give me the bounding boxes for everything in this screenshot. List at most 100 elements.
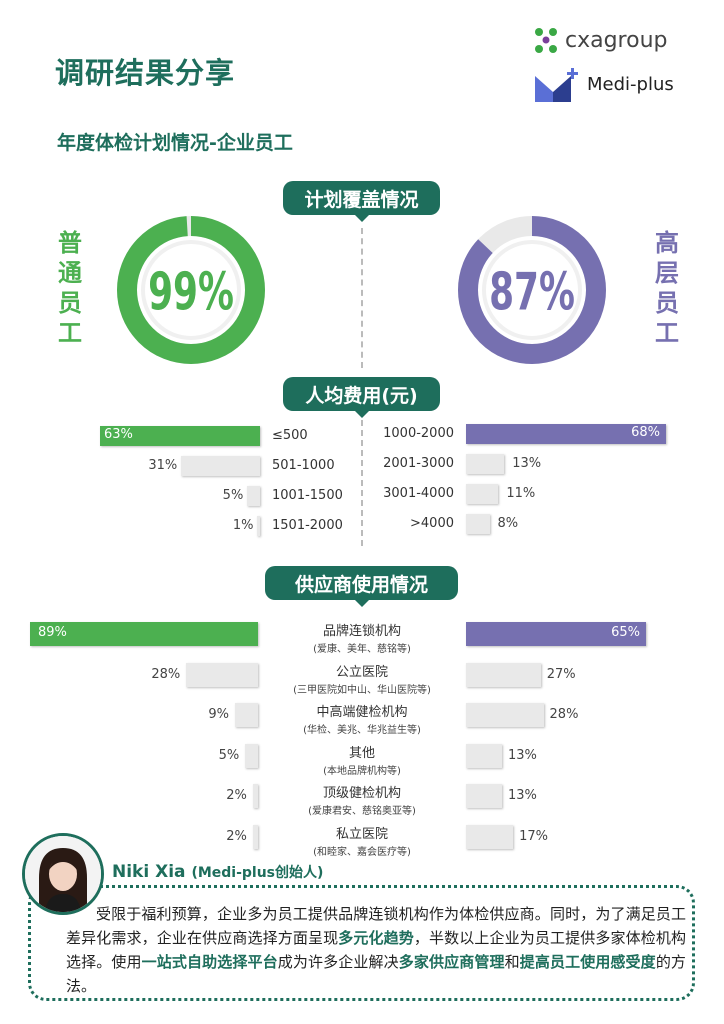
supplier-regular-value-label: 5%: [218, 747, 240, 763]
quote-text: 受限于福利预算，企业多为员工提供品牌连锁机构作为体检供应商。同时，为了满足员工差…: [66, 902, 686, 998]
cost-senior-value-label: 11%: [506, 486, 536, 501]
cost-regular-range-label: 1501-2000: [272, 518, 343, 533]
supplier-senior-value-label: 27%: [546, 666, 576, 682]
coverage-divider: [361, 228, 363, 368]
supplier-senior-bar: [466, 703, 544, 727]
quote-segment: 和: [504, 953, 520, 971]
supplier-regular-bar: [186, 662, 258, 687]
supplier-senior-value-label: 65%: [611, 625, 640, 640]
senior-coverage-center-label: 87%: [489, 263, 575, 322]
senior-coverage-inner-ring: [482, 240, 582, 340]
cost-regular-range-label: 1001-1500: [272, 488, 343, 503]
cost-senior-value-label: 13%: [512, 456, 542, 471]
supplier-category-name: 其他: [348, 745, 375, 761]
quote-box: [28, 885, 695, 1001]
supplier-category-examples: (爱康、美年、慈铭等): [313, 644, 411, 655]
regular-coverage-donut: 99%: [117, 216, 265, 364]
cost-regular-range-label: ≤500: [272, 428, 308, 443]
quote-segment: 的方法。: [66, 953, 686, 995]
quote-segment: ，半数以上企业为员工提供多家体检机构选择。使用: [66, 929, 686, 971]
cost-senior-range-label: 2001-3000: [383, 456, 454, 471]
author-role: (Medi-plus创始人): [191, 865, 324, 881]
supplier-senior-value-label: 17%: [519, 828, 548, 844]
cost-senior-range-label: >4000: [410, 516, 454, 531]
cxa-logo-text: cxagroup: [565, 28, 668, 53]
supplier-senior-bar: [466, 824, 514, 849]
cost-senior-bar: [466, 484, 499, 504]
supplier-category-examples: (爱康君安、慈铭奥亚等): [308, 806, 416, 817]
author-name: Niki Xia: [112, 862, 186, 882]
supplier-regular-value-label: 89%: [38, 625, 67, 640]
cost-section-title: 人均费用(元): [283, 377, 440, 418]
avatar: [22, 833, 104, 915]
medi-logo: Medi-plus: [533, 66, 703, 106]
supplier-senior-value-label: 13%: [508, 788, 537, 803]
quote-highlight: 多元化趋势: [338, 929, 414, 947]
cost-senior-value-label: 8%: [497, 516, 519, 531]
senior-coverage-donut: 87%: [458, 216, 606, 364]
supplier-regular-bar: [234, 703, 258, 727]
regular-coverage-center-label: 99%: [148, 263, 234, 322]
cost-regular-bar: [247, 486, 260, 506]
supplier-senior-bar: [466, 743, 502, 768]
supplier-category-examples: (和睦家、嘉会医疗等): [313, 846, 411, 858]
supplier-senior-bar: 65%: [466, 622, 646, 646]
supplier-regular-value-label: 28%: [151, 666, 181, 682]
avatar-portrait-icon: [25, 836, 101, 912]
quote-highlight: 提高员工使用感受度: [519, 953, 656, 971]
senior-employee-label: 高层员工: [655, 229, 679, 347]
cost-regular-bar: [257, 516, 260, 536]
cost-senior-bar: [466, 514, 490, 534]
regular-coverage-value-slice: [117, 216, 265, 364]
supplier-section-title: 供应商使用情况: [265, 566, 458, 607]
cxa-logo: cxagroup: [533, 26, 703, 62]
medi-logo-text: Medi-plus: [587, 74, 674, 95]
supplier-regular-bar: [252, 824, 258, 849]
cost-divider: [361, 420, 363, 546]
cost-senior-range-label: 3001-4000: [383, 486, 454, 501]
cost-senior-bar: 68%: [466, 424, 666, 444]
supplier-senior-bar: [466, 662, 541, 687]
quote-segment: 成为许多企业解决: [277, 953, 399, 971]
regular-employee-label: 普通员工: [58, 229, 82, 347]
cost-regular-value-label: 1%: [232, 518, 254, 533]
senior-coverage-value-slice: [458, 216, 606, 364]
supplier-category-examples: (三甲医院如中山、华山医院等): [293, 684, 431, 696]
supplier-category-label: 公立医院 (三甲医院如中山、华山医院等): [262, 661, 462, 696]
supplier-regular-value-label: 2%: [226, 828, 247, 844]
coverage-section-title: 计划覆盖情况: [283, 181, 440, 222]
supplier-category-name: 中高端健检机构: [316, 705, 408, 720]
supplier-category-name: 私立医院: [335, 826, 388, 842]
cost-senior-range-label: 1000-2000: [383, 426, 454, 441]
cost-regular-range-label: 501-1000: [272, 458, 335, 473]
quote-highlight: 多家供应商管理: [398, 953, 505, 971]
supplier-regular-value-label: 2%: [226, 788, 247, 803]
supplier-regular-bar: [245, 743, 258, 768]
cost-regular-bar: 63%: [100, 426, 260, 446]
supplier-regular-value-label: 9%: [208, 707, 229, 722]
supplier-category-label: 品牌连锁机构 (爱康、美年、慈铭等): [262, 620, 462, 655]
cost-regular-bar: [181, 456, 260, 476]
supplier-category-name: 公立医院: [335, 664, 388, 680]
supplier-category-label: 中高端健检机构 (华检、美兆、华兆益生等): [262, 701, 462, 736]
supplier-senior-value-label: 28%: [549, 707, 579, 722]
page-subtitle: 年度体检计划情况-企业员工: [57, 132, 293, 154]
page-title: 调研结果分享: [55, 56, 236, 90]
cxa-logo-icon: [535, 28, 557, 53]
supplier-senior-value-label: 13%: [508, 747, 537, 763]
cost-senior-value-label: 68%: [631, 425, 660, 440]
supplier-category-label: 其他 (本地品牌机构等): [262, 742, 462, 777]
medi-logo-icon: [535, 68, 578, 102]
quote-author: Niki Xia (Medi-plus创始人): [112, 862, 323, 882]
supplier-category-label: 顶级健检机构 (爱康君安、慈铭奥亚等): [262, 782, 462, 817]
cost-senior-bar: [466, 454, 505, 474]
regular-coverage-inner-ring: [141, 240, 241, 340]
cost-regular-value-label: 31%: [148, 458, 178, 473]
supplier-category-examples: (本地品牌机构等): [323, 765, 401, 777]
cost-regular-value-label: 63%: [104, 427, 133, 442]
supplier-senior-bar: [466, 784, 502, 808]
supplier-category-name: 品牌连锁机构: [322, 624, 401, 639]
cost-regular-value-label: 5%: [222, 488, 244, 503]
supplier-regular-bar: 89%: [30, 622, 258, 646]
logo-group: cxagroup Medi-plus: [533, 26, 703, 106]
